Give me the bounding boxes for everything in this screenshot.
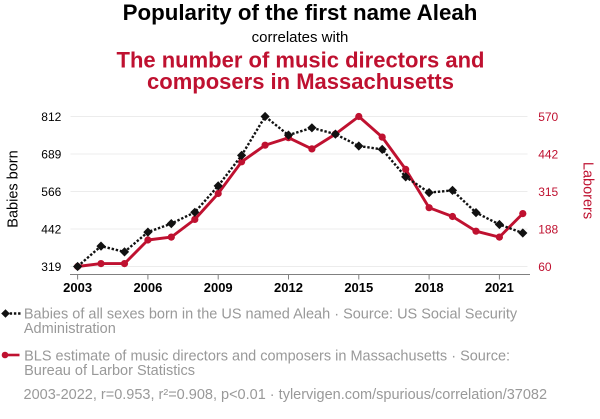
svg-text:BLS estimate of music director: BLS estimate of music directors and comp… (24, 348, 510, 364)
svg-text:correlates with: correlates with (252, 29, 349, 46)
svg-text:2015: 2015 (344, 280, 373, 295)
svg-text:812: 812 (41, 110, 61, 124)
svg-text:2006: 2006 (133, 280, 162, 295)
svg-text:2003: 2003 (63, 280, 92, 295)
svg-text:2018: 2018 (415, 280, 444, 295)
svg-text:Babies born: Babies born (6, 150, 22, 227)
svg-text:The number of music directors: The number of music directors and (117, 48, 485, 73)
svg-text:315: 315 (538, 185, 558, 199)
svg-text:Laborers: Laborers (580, 162, 596, 219)
svg-text:566: 566 (41, 185, 61, 199)
svg-text:442: 442 (41, 222, 61, 236)
svg-text:60: 60 (538, 260, 552, 274)
svg-text:689: 689 (41, 147, 61, 161)
svg-text:188: 188 (538, 222, 558, 236)
svg-text:Popularity of the first name A: Popularity of the first name Aleah (123, 0, 478, 25)
svg-text:Babies of all sexes born in th: Babies of all sexes born in the US named… (24, 307, 518, 323)
svg-text:2012: 2012 (274, 280, 303, 295)
svg-text:2009: 2009 (204, 280, 233, 295)
svg-text:Administration: Administration (24, 321, 116, 337)
svg-text:442: 442 (538, 147, 558, 161)
svg-text:570: 570 (538, 110, 558, 124)
svg-text:319: 319 (41, 260, 61, 274)
svg-text:composers in Massachusetts: composers in Massachusetts (147, 69, 454, 94)
svg-text:Bureau of Larbor Statistics: Bureau of Larbor Statistics (24, 363, 195, 379)
svg-text:2021: 2021 (485, 280, 514, 295)
svg-text:2003-2022, r=0.953, r²=0.908,: 2003-2022, r=0.953, r²=0.908, p<0.01 · t… (24, 387, 548, 403)
